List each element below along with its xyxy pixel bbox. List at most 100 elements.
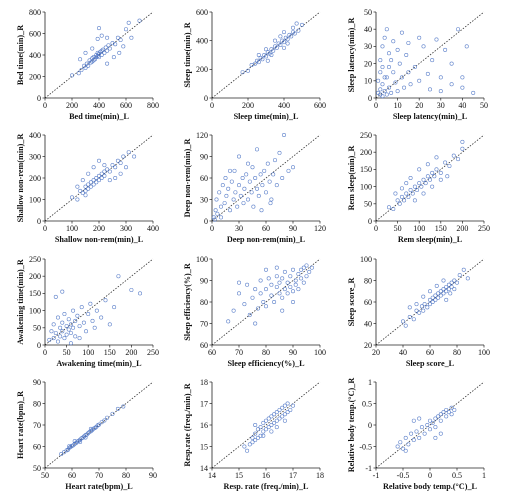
data-point	[245, 282, 250, 287]
data-point	[259, 208, 264, 213]
data-point	[460, 146, 465, 151]
data-point	[430, 420, 435, 425]
x-tick-label: 50	[63, 348, 71, 357]
x-tick-label: 15	[235, 471, 243, 480]
data-point	[395, 89, 400, 94]
data-point	[237, 291, 242, 296]
data-point	[97, 422, 102, 427]
data-point	[407, 315, 412, 320]
data-point	[95, 36, 100, 41]
identity-line	[44, 134, 154, 222]
chart-panel: 0 50 100 150 200 250 0 50 100 150 200 250 Rem sleep(…	[347, 131, 490, 244]
data-point	[269, 429, 274, 434]
data-point	[433, 297, 438, 302]
data-point	[255, 186, 260, 191]
data-point	[434, 155, 439, 160]
data-point	[249, 190, 254, 195]
data-point	[66, 317, 71, 322]
data-point	[251, 204, 256, 209]
data-point	[425, 71, 430, 76]
data-point	[272, 299, 277, 304]
x-axis-label: Heart rate(bpm)_L	[65, 482, 133, 491]
data-point	[417, 78, 422, 83]
x-axis-label: Sleep latency(min)_L	[393, 112, 468, 121]
x-axis-label: Rem sleep(min)_L	[398, 235, 463, 244]
data-point	[421, 44, 426, 49]
data-point	[255, 147, 260, 152]
x-tick-label: 200	[456, 224, 468, 233]
y-tick-label: 250	[360, 131, 372, 140]
data-point	[307, 269, 312, 274]
data-point	[240, 176, 245, 181]
data-point	[277, 280, 282, 285]
data-point	[88, 301, 93, 306]
data-point	[281, 133, 286, 138]
data-point	[94, 308, 99, 313]
data-point	[406, 194, 411, 199]
data-point	[88, 426, 93, 431]
data-point	[219, 204, 224, 209]
data-point	[425, 162, 430, 167]
data-point	[446, 287, 451, 292]
x-tick-label: 90	[289, 348, 297, 357]
y-tick-label: 17	[200, 399, 208, 408]
data-point	[64, 332, 69, 337]
data-point	[83, 193, 88, 198]
x-tick-label: 300	[120, 224, 132, 233]
data-point	[71, 325, 76, 330]
y-tick-label: 60	[200, 341, 208, 350]
data-point	[58, 334, 63, 339]
data-point	[258, 278, 263, 283]
data-point	[456, 157, 461, 162]
data-point	[406, 70, 411, 75]
data-point	[228, 168, 233, 173]
data-point	[423, 181, 428, 186]
data-point	[412, 184, 417, 189]
data-point	[121, 404, 126, 409]
data-point	[464, 44, 469, 49]
data-point	[274, 284, 279, 289]
x-tick-label: 50	[480, 101, 488, 110]
data-point	[288, 284, 293, 289]
y-tick-label: 0	[37, 341, 41, 350]
data-point	[281, 40, 286, 45]
data-point	[79, 68, 84, 73]
data-point	[222, 201, 227, 206]
x-tick-label: 100	[66, 224, 78, 233]
y-tick-label: 60	[200, 174, 208, 183]
data-point	[113, 165, 118, 170]
data-point	[399, 75, 404, 80]
data-point	[277, 416, 282, 421]
data-point	[235, 204, 240, 209]
data-point	[397, 201, 402, 206]
x-tick-label: 14	[208, 471, 216, 480]
data-point	[53, 330, 58, 335]
data-point	[391, 206, 396, 211]
data-point	[246, 68, 251, 73]
data-point	[263, 287, 268, 292]
y-tick-label: -1	[365, 464, 372, 473]
data-point	[411, 418, 416, 423]
y-tick-label: 50	[33, 464, 41, 473]
data-point	[452, 278, 457, 283]
x-tick-label: 0	[374, 224, 378, 233]
data-point	[229, 179, 234, 184]
data-point	[456, 27, 461, 32]
data-point	[304, 274, 309, 279]
data-point	[274, 183, 279, 188]
data-point	[397, 61, 402, 66]
data-point	[269, 422, 274, 427]
data-point	[97, 173, 102, 178]
data-point	[414, 429, 419, 434]
data-point	[443, 160, 448, 165]
data-point	[255, 427, 260, 432]
data-point	[80, 178, 85, 183]
data-point	[129, 35, 134, 40]
data-point	[441, 410, 446, 415]
x-tick-label: 120	[314, 224, 326, 233]
data-point	[285, 291, 290, 296]
data-point	[293, 278, 298, 283]
y-tick-label: 250	[29, 255, 41, 264]
data-point	[88, 184, 93, 189]
